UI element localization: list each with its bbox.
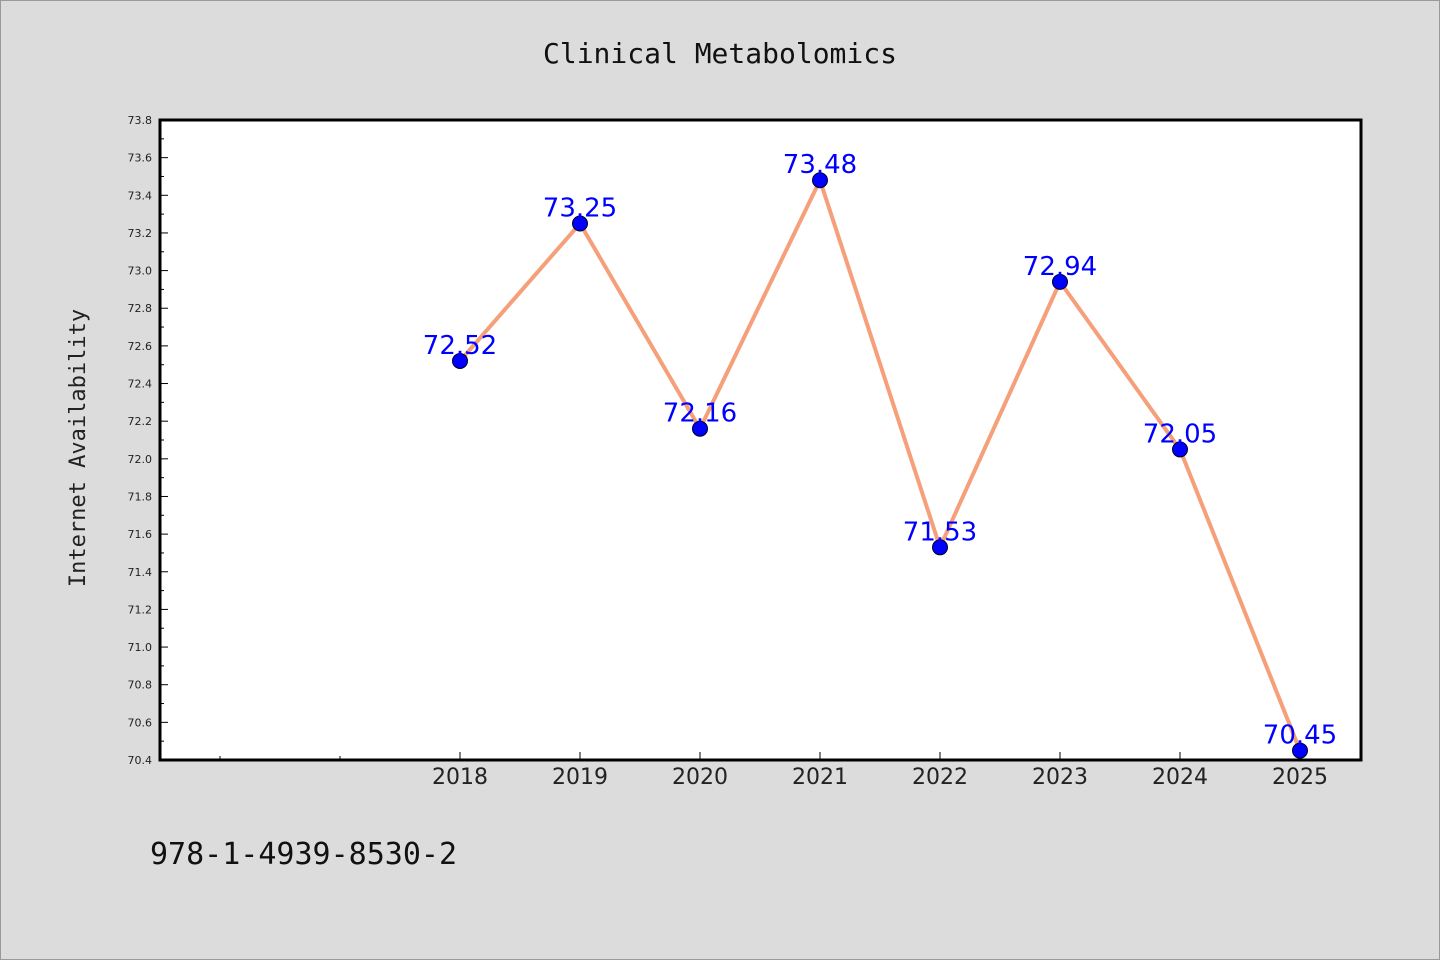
data-label: 73.25 <box>543 194 617 224</box>
y-tick-label: 73.0 <box>128 265 153 278</box>
plot-area <box>158 118 1363 762</box>
y-tick-label: 70.6 <box>128 716 153 729</box>
y-tick-label: 71.0 <box>128 641 153 654</box>
y-tick-label: 70.4 <box>128 754 153 767</box>
y-tick-label: 72.8 <box>128 302 153 315</box>
data-label: 72.52 <box>423 331 497 361</box>
data-point <box>812 172 828 189</box>
data-label: 71.53 <box>903 517 977 547</box>
x-tick-label: 2020 <box>672 765 728 790</box>
data-point <box>932 539 948 556</box>
isbn-footer: 978-1-4939-8530-2 <box>150 837 457 872</box>
y-tick-label: 72.4 <box>128 378 153 391</box>
data-point <box>692 420 708 437</box>
y-tick-label: 72.0 <box>128 453 153 466</box>
y-tick-label: 71.8 <box>128 490 153 503</box>
data-point <box>1052 273 1068 290</box>
series-line <box>458 178 1302 752</box>
x-tick-label: 2018 <box>432 765 488 790</box>
x-tick-label: 2024 <box>1152 765 1208 790</box>
x-tick-label: 2021 <box>792 765 848 790</box>
data-label: 72.16 <box>663 399 737 429</box>
data-point <box>1292 742 1308 759</box>
y-axis-label: Internet Availability <box>66 309 91 587</box>
y-tick-label: 71.2 <box>128 603 153 616</box>
y-tick-label: 70.8 <box>128 679 153 692</box>
y-tick-label: 73.6 <box>128 152 153 165</box>
y-tick-label: 73.4 <box>128 189 153 202</box>
data-label: 72.05 <box>1143 419 1217 449</box>
x-tick-label: 2019 <box>552 765 608 790</box>
x-axis-ticks: 2018 2019 2020 2021 2022 2023 2024 2025 <box>219 752 1328 790</box>
data-labels-layer: 72.52 73.25 72.16 73.48 71.53 72.94 72.05 70.45 <box>423 150 1337 750</box>
y-tick-label: 72.2 <box>128 415 153 428</box>
data-label: 73.48 <box>783 150 857 180</box>
chart-title: Clinical Metabolomics <box>543 37 897 70</box>
y-tick-label: 71.4 <box>128 566 153 579</box>
x-tick-label: 2022 <box>912 765 968 790</box>
x-tick-label: 2023 <box>1032 765 1088 790</box>
y-tick-label: 71.6 <box>128 528 153 541</box>
series-layer <box>452 172 1308 759</box>
data-point <box>572 215 588 232</box>
x-tick-label: 2025 <box>1272 765 1328 790</box>
data-label: 70.45 <box>1263 721 1337 751</box>
data-point <box>1172 441 1188 458</box>
y-axis-ticks: 70.4 70.6 70.8 71.0 71.2 71.4 71.6 71.8 72.0 72.2… <box>128 114 168 767</box>
data-label: 72.94 <box>1023 252 1097 282</box>
y-tick-label: 73.8 <box>128 114 153 127</box>
data-point <box>452 352 468 369</box>
y-tick-label: 72.6 <box>128 340 153 353</box>
y-tick-label: 73.2 <box>128 227 153 240</box>
